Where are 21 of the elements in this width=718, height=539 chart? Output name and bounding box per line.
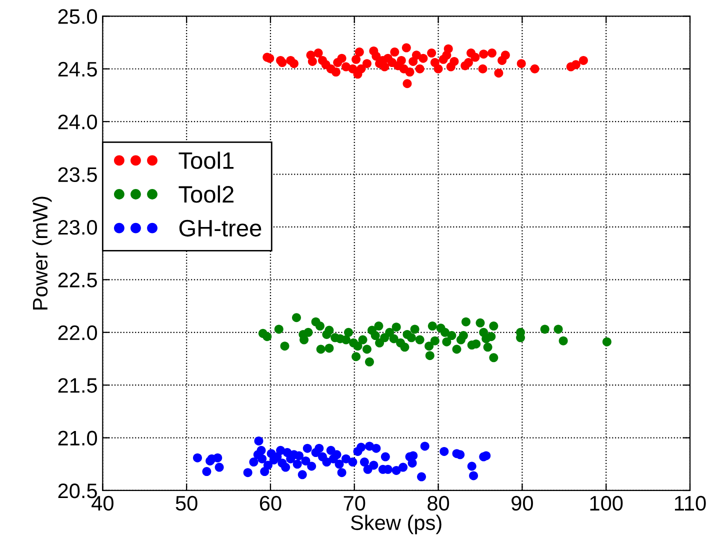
y-tick-label: 24.0: [58, 114, 97, 130]
y-axis-title: Power (mW): [32, 196, 52, 310]
legend-label: Tool2: [178, 185, 234, 203]
x-tick-label: 100: [590, 496, 623, 511]
x-tick-label: 50: [176, 496, 198, 511]
y-tick-label: 22.0: [58, 325, 97, 340]
y-tick-label: 23.0: [58, 220, 97, 235]
y-tick-label: 23.5: [58, 167, 97, 182]
x-tick-label: 70: [344, 496, 366, 511]
y-tick-label: 22.5: [58, 272, 97, 288]
x-tick-label: 90: [512, 496, 533, 511]
x-tick-label: 80: [428, 496, 450, 511]
legend-label: Tool1: [178, 152, 234, 169]
x-tick-label: 110: [674, 496, 706, 511]
x-axis-title: Skew (ps): [350, 514, 442, 534]
y-tick-label: 21.5: [58, 378, 97, 393]
x-tick-label: 60: [260, 496, 282, 511]
y-tick-label: 25.0: [58, 9, 97, 24]
y-tick-label: 24.5: [58, 62, 97, 77]
y-tick-label: 21.0: [58, 430, 97, 446]
legend-label: GH-tree: [179, 220, 262, 237]
